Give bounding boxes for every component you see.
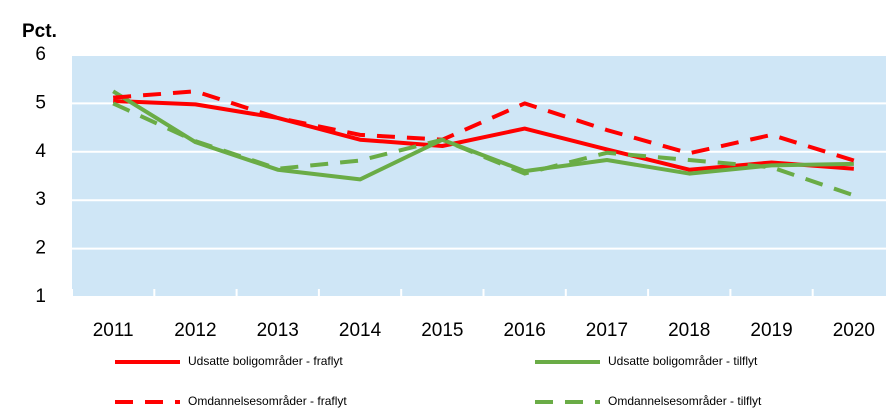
- x-tick-label: 2018: [668, 320, 710, 341]
- series-line: [113, 98, 855, 172]
- legend-label: Udsatte boligområder - fraflyt: [188, 354, 343, 368]
- x-tick-label: 2017: [586, 320, 628, 341]
- y-tick-label: 4: [35, 141, 46, 162]
- x-tick-label: 2014: [339, 320, 382, 341]
- y-tick-label: 3: [35, 189, 46, 210]
- x-tick-label: 2015: [421, 320, 463, 341]
- y-tick-label: 5: [35, 92, 46, 113]
- legend-label: Udsatte boligområder - tilflyt: [608, 354, 758, 368]
- series-line: [112, 89, 855, 163]
- legend-label: Omdannelsesområder - fraflyt: [188, 394, 347, 408]
- y-tick-label: 2: [35, 238, 46, 259]
- y-axis-label: Pct.: [22, 21, 57, 42]
- x-tick-label: 2011: [93, 320, 134, 341]
- plot-area: [72, 55, 886, 297]
- x-tick-label: 2013: [257, 320, 299, 341]
- series-line: [112, 101, 855, 198]
- legend-label: Omdannelsesområder - tilflyt: [608, 394, 762, 408]
- y-tick-label: 1: [35, 286, 46, 307]
- y-tick-label: 6: [35, 44, 46, 65]
- x-tick-label: 2019: [750, 320, 792, 341]
- x-tick-label: 2012: [174, 320, 216, 341]
- x-tick-label: 2020: [833, 320, 875, 341]
- x-tick-label: 2016: [504, 320, 546, 341]
